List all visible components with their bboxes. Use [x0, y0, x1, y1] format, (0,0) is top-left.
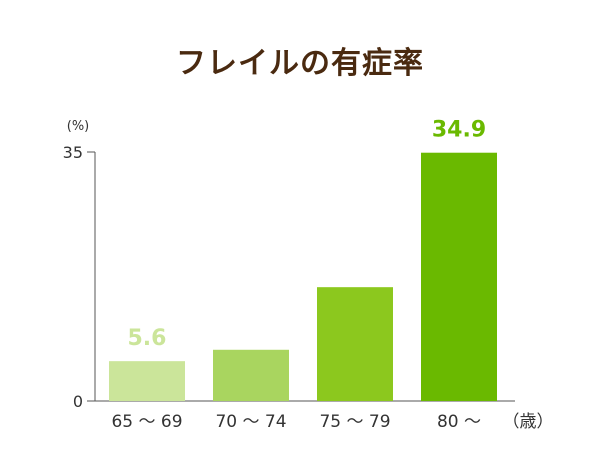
x-tick-label: 80 〜 [437, 412, 481, 432]
labels: 65 〜 69 70 〜 74 75 〜 79 80 〜 5.6 34.9 [111, 118, 486, 432]
y-tick-label: 0 [73, 392, 83, 411]
x-tick-label: 65 〜 69 [111, 412, 182, 432]
y-tick-label: 35 [63, 143, 83, 162]
bars [109, 152, 497, 401]
x-tick-label: 75 〜 79 [319, 412, 390, 432]
bar [109, 361, 185, 401]
x-axis-unit: （歳） [503, 412, 554, 432]
y-axis-unit: (%) [67, 119, 90, 134]
data-label: 5.6 [128, 326, 167, 351]
data-label: 34.9 [432, 118, 486, 143]
bar [317, 287, 393, 401]
bar [421, 152, 497, 401]
bar [213, 349, 289, 401]
x-tick-label: 70 〜 74 [215, 412, 286, 432]
chart-title: フレイルの有症率 [176, 46, 424, 81]
